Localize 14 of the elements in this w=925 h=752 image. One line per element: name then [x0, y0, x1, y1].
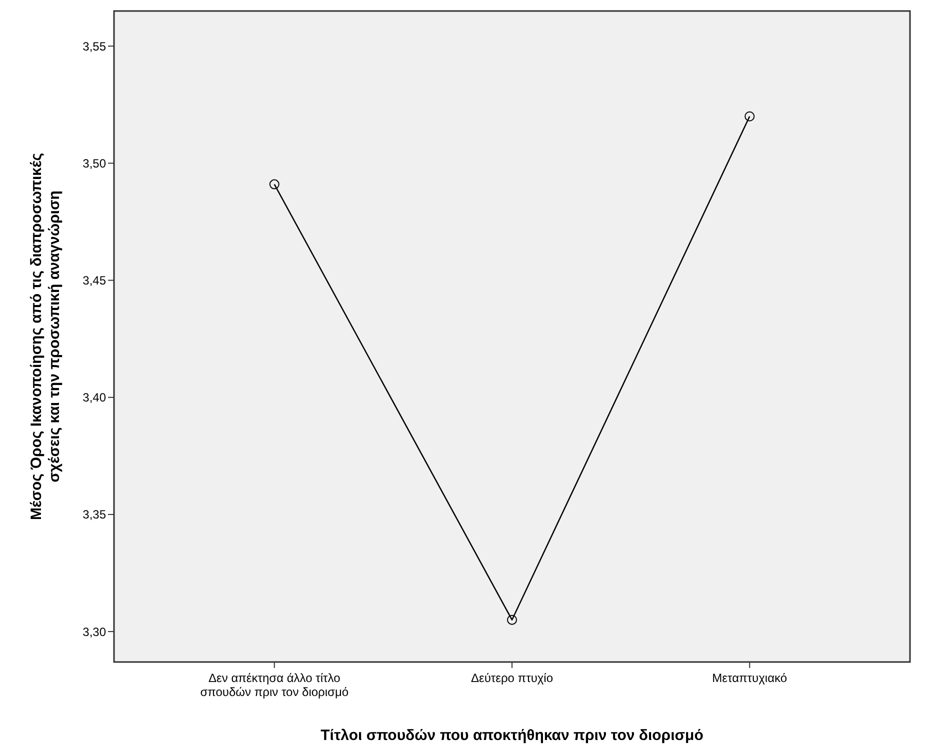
y-tick-label: 3,55: [82, 39, 106, 54]
y-axis-title: Μέσος Όρος Ικανοποίησης από τις διαπροσωπικές σχέσεις και την προσωπική αναγνώριση: [28, 152, 63, 520]
point: [269, 179, 280, 190]
point: [744, 111, 755, 122]
x-tick-label: Δεύτερο πτυχίο: [470, 671, 554, 685]
y-tick-label: 3,35: [82, 508, 106, 522]
y-tick-label: 3,50: [82, 156, 106, 170]
y-tick-label: 3,30: [82, 624, 106, 639]
y-tick-label: 3,40: [82, 390, 106, 405]
y-tick-label: 3,45: [82, 274, 106, 288]
x-tick-label: Μεταπτυχιακό: [712, 671, 788, 685]
x-tick-label: Δεν απέκτησα άλλο τίτλο σπουδών πριν τον διορισμό: [200, 671, 349, 699]
point: [507, 614, 517, 625]
x-axis-title: Τίτλοι σπουδών που αποκτήθηκαν πριν τον διορισμό: [320, 727, 704, 744]
